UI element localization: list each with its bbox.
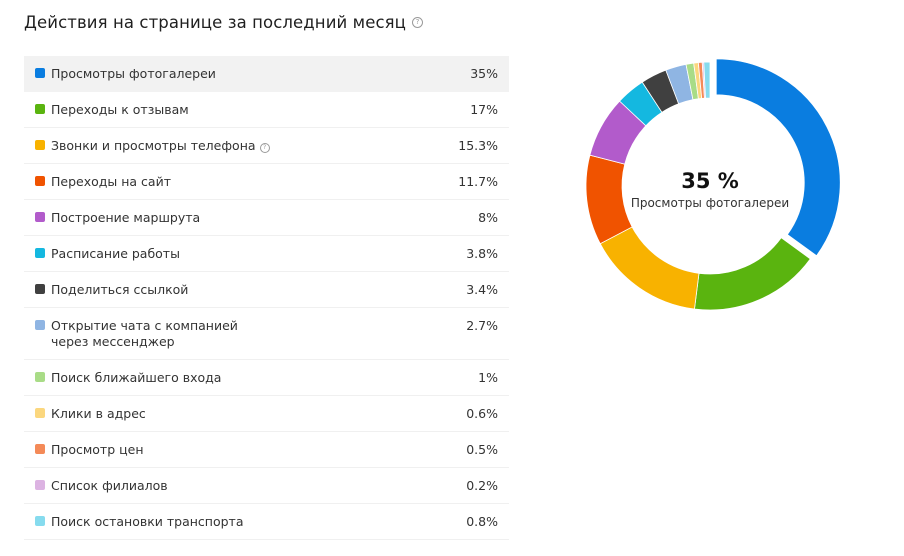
legend-value: 8% [478, 210, 498, 225]
legend-row[interactable]: Поиск остановки транспорта 0.8% [24, 504, 509, 540]
donut-slice[interactable] [703, 61, 711, 99]
donut-center: 35 % Просмотры фотогалереи [610, 168, 810, 210]
legend-label: Список филиалов [51, 478, 466, 502]
legend-row[interactable]: Построение маршрута 8% [24, 200, 509, 236]
legend-label-text: Список филиалов [51, 478, 168, 493]
donut-slice[interactable] [599, 226, 700, 310]
color-swatch-icon [35, 104, 45, 114]
legend-label-text: Построение маршрута [51, 210, 201, 225]
color-swatch-icon [35, 284, 45, 294]
legend-row[interactable]: Клики в адрес 0.6% [24, 396, 509, 432]
legend-value: 0.2% [466, 478, 498, 493]
legend-value: 15.3% [458, 138, 498, 153]
legend-label: Просмотры фотогалереи [51, 66, 470, 90]
legend-label: Поиск ближайшего входа [51, 370, 478, 394]
question-circle-icon[interactable]: ? [259, 143, 270, 153]
legend-value: 3.8% [466, 246, 498, 261]
donut-slice[interactable] [694, 237, 811, 311]
legend-row[interactable]: Открытие чата с компанией через мессендж… [24, 308, 509, 360]
legend-label: Поделиться ссылкой [51, 282, 466, 306]
legend-label-text: Поиск остановки транспорта [51, 514, 244, 529]
legend-label-text: Поиск ближайшего входа [51, 370, 222, 385]
color-swatch-icon [35, 480, 45, 490]
legend-value: 1% [478, 370, 498, 385]
legend-value: 2.7% [466, 318, 498, 333]
legend-label: Поиск остановки транспорта [51, 514, 466, 538]
legend-label-text: Просмотры фотогалереи [51, 66, 216, 81]
legend-value: 3.4% [466, 282, 498, 297]
legend-label: Клики в адрес [51, 406, 466, 430]
legend-value: 35% [470, 66, 498, 81]
color-swatch-icon [35, 140, 45, 150]
legend-row[interactable]: Просмотр цен 0.5% [24, 432, 509, 468]
legend-row[interactable]: Просмотры фотогалереи 35% [24, 56, 509, 92]
legend-label-text: Поделиться ссылкой [51, 282, 189, 297]
legend-row[interactable]: Список филиалов 0.2% [24, 468, 509, 504]
legend-label: Построение маршрута [51, 210, 478, 234]
legend-value: 0.6% [466, 406, 498, 421]
legend-row[interactable]: Звонки и просмотры телефона? 15.3% [24, 128, 509, 164]
legend-value: 17% [470, 102, 498, 117]
legend-list: Просмотры фотогалереи 35% Переходы к отзыв… [24, 56, 509, 540]
legend-label-text: Просмотр цен [51, 442, 144, 457]
legend-row[interactable]: Поиск ближайшего входа 1% [24, 360, 509, 396]
legend-value: 0.5% [466, 442, 498, 457]
legend-row[interactable]: Расписание работы 3.8% [24, 236, 509, 272]
color-swatch-icon [35, 372, 45, 382]
legend-value: 0.8% [466, 514, 498, 529]
legend-row[interactable]: Переходы на сайт 11.7% [24, 164, 509, 200]
color-swatch-icon [35, 408, 45, 418]
legend-label: Переходы на сайт [51, 174, 458, 198]
legend-row[interactable]: Переходы к отзывам 17% [24, 92, 509, 128]
color-swatch-icon [35, 320, 45, 330]
color-swatch-icon [35, 248, 45, 258]
donut-chart[interactable] [580, 56, 844, 320]
legend-label-text: Клики в адрес [51, 406, 146, 421]
donut-slice[interactable] [715, 58, 841, 257]
legend-label: Звонки и просмотры телефона? [51, 138, 458, 162]
legend-label: Просмотр цен [51, 442, 466, 466]
color-swatch-icon [35, 444, 45, 454]
legend-label: Расписание работы [51, 246, 466, 270]
question-circle-icon[interactable]: ? [412, 17, 424, 28]
page-title: Действия на странице за последний месяц … [24, 13, 424, 32]
legend-row[interactable]: Поделиться ссылкой 3.4% [24, 272, 509, 308]
color-swatch-icon [35, 68, 45, 78]
legend-label: Переходы к отзывам [51, 102, 470, 126]
legend-label-text: Звонки и просмотры телефона [51, 138, 256, 153]
title-text: Действия на странице за последний месяц [24, 13, 407, 32]
color-swatch-icon [35, 212, 45, 222]
legend-label-text: Открытие чата с компанией через мессендж… [51, 318, 238, 349]
legend-label-text: Расписание работы [51, 246, 180, 261]
color-swatch-icon [35, 176, 45, 186]
legend-label-text: Переходы на сайт [51, 174, 171, 189]
center-value: 35 % [681, 169, 739, 193]
legend-value: 11.7% [458, 174, 498, 189]
legend-label: Открытие чата с компанией через мессендж… [51, 318, 466, 358]
color-swatch-icon [35, 516, 45, 526]
legend-label-text: Переходы к отзывам [51, 102, 189, 117]
center-label: Просмотры фотогалереи [630, 196, 790, 210]
